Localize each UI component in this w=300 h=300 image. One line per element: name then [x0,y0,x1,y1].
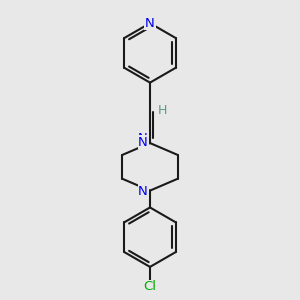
Text: N: N [138,132,148,145]
Text: N: N [138,185,148,198]
Text: Cl: Cl [143,280,157,293]
Text: N: N [138,136,148,148]
Text: H: H [158,104,168,117]
Text: N: N [145,17,155,30]
